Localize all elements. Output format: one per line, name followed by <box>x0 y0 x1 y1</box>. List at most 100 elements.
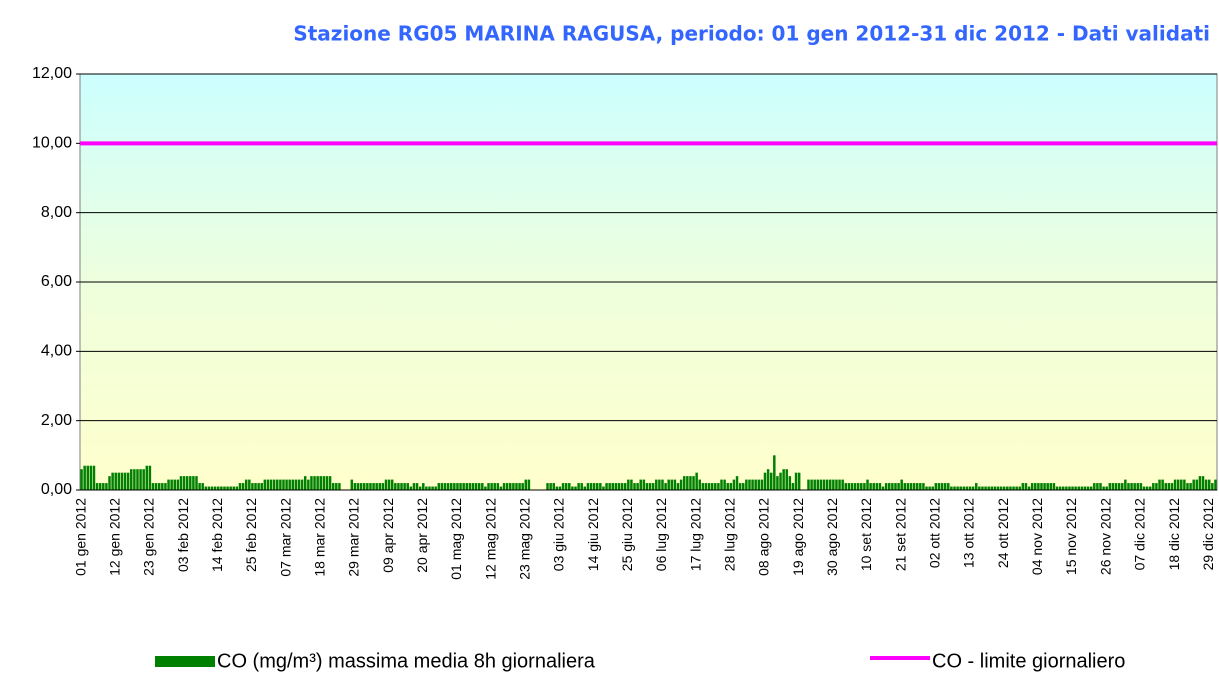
bar <box>1055 486 1059 490</box>
bar <box>1024 483 1028 490</box>
bar <box>226 486 229 490</box>
bar <box>272 479 276 490</box>
bar <box>698 479 702 490</box>
bar <box>850 483 854 490</box>
bar <box>558 486 562 490</box>
x-tick-label: 07 dic 2012 <box>1132 498 1148 571</box>
bar <box>260 483 263 490</box>
bar <box>148 465 152 490</box>
bar <box>658 479 661 490</box>
bar <box>639 479 642 490</box>
bar <box>512 483 515 490</box>
bar <box>611 483 615 490</box>
bar <box>375 483 378 490</box>
bar <box>875 483 879 490</box>
bar <box>505 483 509 490</box>
bar <box>350 479 354 490</box>
x-tick-label: 01 gen 2012 <box>72 498 88 576</box>
bar <box>136 469 139 490</box>
bar <box>210 486 214 490</box>
bar <box>642 479 646 490</box>
bar <box>751 479 754 490</box>
bar <box>356 483 360 490</box>
bar <box>1089 486 1093 490</box>
bar <box>1204 479 1208 490</box>
bar <box>279 479 282 490</box>
bar <box>608 483 611 490</box>
x-tick-label: 28 lug 2012 <box>722 498 738 571</box>
bar <box>577 483 580 490</box>
bar <box>1074 486 1077 490</box>
bar <box>1027 486 1031 490</box>
bar <box>384 479 388 490</box>
bar <box>903 483 907 490</box>
bar <box>1142 486 1146 490</box>
bar <box>915 483 919 490</box>
bar <box>1040 483 1043 490</box>
bar <box>1173 479 1177 490</box>
bar <box>592 483 596 490</box>
bar <box>297 479 301 490</box>
x-tick-label: 25 giu 2012 <box>619 498 635 571</box>
bar <box>645 483 649 490</box>
bar <box>418 486 422 490</box>
bar <box>1105 486 1108 490</box>
bar <box>335 483 338 490</box>
bar <box>493 483 496 490</box>
bar <box>189 476 192 490</box>
y-tick-label: 10,00 <box>32 135 72 152</box>
bar <box>185 476 189 490</box>
bar <box>490 483 493 490</box>
bar <box>509 483 512 490</box>
bar <box>571 486 574 490</box>
bar <box>244 479 248 490</box>
bar <box>123 472 127 490</box>
bar <box>878 483 882 490</box>
bar <box>602 486 605 490</box>
bar <box>1061 486 1065 490</box>
bar <box>785 469 788 490</box>
bar <box>953 486 956 490</box>
bar <box>1180 479 1183 490</box>
bar <box>310 476 313 490</box>
bar <box>847 483 851 490</box>
bar <box>586 483 590 490</box>
bar <box>561 483 565 490</box>
bar <box>1037 483 1040 490</box>
bar <box>754 479 757 490</box>
bar <box>381 483 385 490</box>
bar <box>981 486 984 490</box>
bar <box>527 479 531 490</box>
bar <box>269 479 273 490</box>
bar <box>499 486 503 490</box>
bar <box>167 479 170 490</box>
x-tick-label: 10 set 2012 <box>858 498 874 571</box>
bar <box>670 479 674 490</box>
bar <box>92 465 96 490</box>
bar <box>720 479 723 490</box>
bar <box>415 483 419 490</box>
bar <box>633 483 636 490</box>
x-tick-label: 15 nov 2012 <box>1063 498 1079 575</box>
bar <box>303 476 307 490</box>
bar <box>474 483 478 490</box>
bar <box>1030 483 1034 490</box>
bar <box>617 483 621 490</box>
bar <box>1021 483 1025 490</box>
bar <box>813 479 816 490</box>
bar <box>884 483 888 490</box>
bar <box>956 486 959 490</box>
bar <box>676 483 680 490</box>
bar <box>213 486 217 490</box>
bar <box>151 483 155 490</box>
x-tick-label: 14 feb 2012 <box>209 498 225 572</box>
x-tick-label: 01 mag 2012 <box>448 498 464 580</box>
bar <box>993 486 997 490</box>
bar <box>1167 483 1171 490</box>
bar <box>856 483 860 490</box>
bar <box>996 486 1000 490</box>
bar <box>822 479 826 490</box>
bar <box>111 472 114 490</box>
x-tick-label: 09 apr 2012 <box>380 498 396 573</box>
bar <box>1034 483 1037 490</box>
